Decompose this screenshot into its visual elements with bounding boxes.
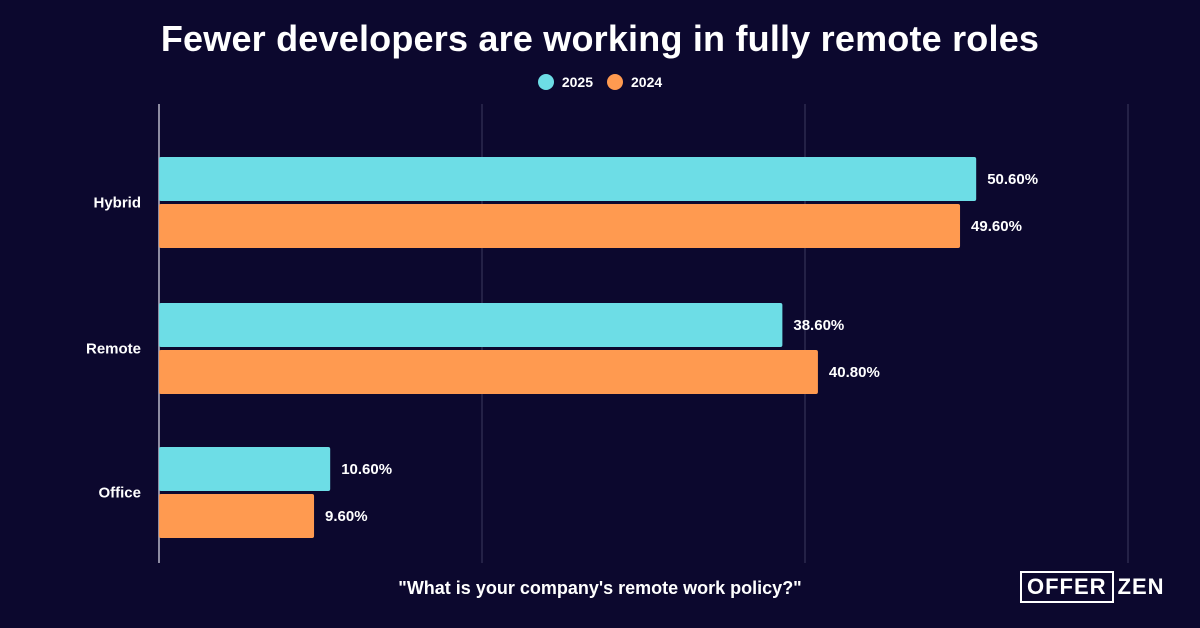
data-label-hybrid-2024: 49.60% [971, 218, 1022, 235]
data-label-office-2024: 9.60% [325, 508, 368, 525]
data-label-remote-2024: 40.80% [829, 364, 880, 381]
bar-office-2025 [159, 447, 331, 491]
bar-hybrid-2024 [159, 204, 961, 248]
category-label-hybrid: Hybrid [93, 195, 141, 212]
data-label-hybrid-2025: 50.60% [987, 171, 1038, 188]
bar-remote-2024 [159, 350, 818, 394]
legend: 2025 2024 [0, 74, 1200, 90]
logo-offer-text: OFFER [1020, 571, 1114, 603]
chart-title: Fewer developers are working in fully re… [160, 18, 1040, 59]
legend-swatch-2024 [607, 74, 623, 90]
bar-office-2024 [159, 494, 315, 538]
offerzen-logo: OFFER ZEN [1020, 571, 1169, 603]
legend-item-2024: 2024 [607, 74, 662, 90]
chart-question-caption: "What is your company's remote work poli… [398, 578, 802, 598]
legend-label-2024: 2024 [631, 74, 663, 90]
category-label-remote: Remote [86, 341, 141, 358]
data-label-office-2025: 10.60% [341, 461, 392, 478]
data-label-remote-2025: 38.60% [793, 317, 844, 334]
bar-hybrid-2025 [159, 157, 977, 201]
legend-swatch-2025 [537, 74, 554, 90]
bar-remote-2025 [159, 303, 783, 347]
legend-label-2025: 2025 [561, 74, 593, 90]
logo-zen-text: ZEN [1117, 574, 1165, 599]
legend-item-2025: 2025 [537, 74, 593, 90]
category-label-office: Office [98, 485, 141, 502]
